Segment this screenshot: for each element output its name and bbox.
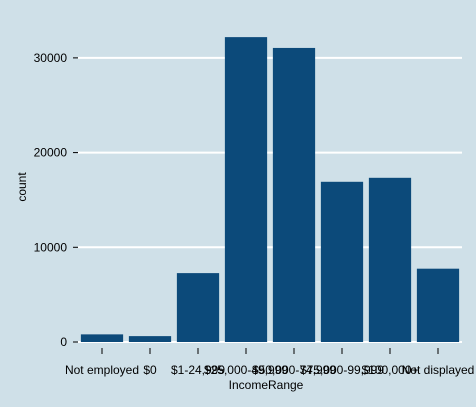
x-tick-label-4: $50,000-74,999	[252, 363, 336, 377]
x-axis: Not employed $0 $1-24,999$25,000-49,999$50…	[65, 348, 474, 377]
x-tick-label-5: $75,000-99,999	[300, 363, 384, 377]
x-tick-label-3: $25,000-49,999	[204, 363, 288, 377]
bar-3	[224, 37, 268, 342]
y-tick-label-20000: 20000	[34, 146, 68, 160]
y-tick-label-10000: 10000	[34, 240, 68, 254]
bar-5	[320, 181, 364, 342]
bar-1	[128, 336, 172, 342]
bar-4	[272, 47, 316, 343]
y-axis: 0 10000 20000 30000	[34, 51, 78, 349]
y-tick-label-30000: 30000	[34, 51, 68, 65]
bar-7	[416, 268, 460, 342]
bars	[80, 37, 460, 343]
x-tick-label-0: Not employed	[65, 363, 139, 377]
bar-2	[176, 273, 220, 342]
x-tick-label-1: $0	[143, 363, 157, 377]
y-tick-label-0: 0	[60, 335, 67, 349]
x-axis-title: IncomeRange	[229, 378, 304, 392]
x-tick-label-2: $1-24,999	[171, 363, 225, 377]
bar-6	[368, 177, 412, 342]
bar-0	[80, 334, 124, 342]
x-tick-label-6: $100,000+	[361, 363, 418, 377]
y-axis-title: count	[15, 172, 29, 202]
x-tick-label-7: Not displayed	[402, 363, 475, 377]
